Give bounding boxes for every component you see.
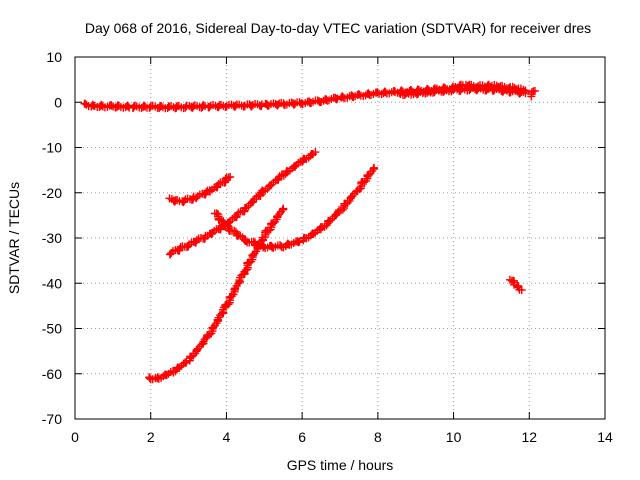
x-tick-label: 12 (521, 429, 537, 445)
data-series-2 (396, 84, 530, 100)
data-point (484, 84, 493, 93)
data-point (114, 101, 123, 110)
data-point (307, 99, 316, 108)
data-series-6 (210, 163, 379, 253)
data-series-7 (145, 204, 288, 384)
y-tick-label: 0 (54, 94, 62, 110)
data-point (183, 241, 192, 250)
data-point (364, 170, 373, 179)
y-tick-label: 10 (46, 49, 62, 65)
data-point (530, 86, 539, 95)
data-point (217, 215, 226, 224)
data-point (333, 94, 342, 103)
data-point (294, 238, 303, 247)
y-tick-label: -20 (42, 185, 62, 201)
data-point (130, 101, 139, 110)
data-point (517, 286, 526, 295)
data-point (269, 219, 278, 228)
data-series-1 (80, 80, 530, 113)
data-point (402, 88, 411, 97)
x-tick-label: 4 (223, 429, 231, 445)
y-tick-label: -70 (42, 411, 62, 427)
data-point (441, 85, 450, 94)
data-point (355, 90, 364, 99)
data-point (226, 172, 235, 181)
x-tick-label: 6 (298, 429, 306, 445)
x-tick-label: 10 (446, 429, 462, 445)
y-tick-label: -10 (42, 140, 62, 156)
data-point (338, 205, 347, 214)
data-point (182, 358, 191, 367)
data-series-4 (165, 172, 235, 207)
y-tick-label: -60 (42, 366, 62, 382)
data-point (521, 89, 530, 98)
data-point (332, 95, 341, 104)
data-point (167, 249, 176, 258)
data-series-3 (527, 86, 539, 101)
y-tick-label: -40 (42, 275, 62, 291)
data-point (205, 102, 214, 111)
data-point (206, 187, 215, 196)
data-point (192, 236, 201, 245)
grid (75, 57, 605, 419)
data-point (199, 101, 208, 110)
data-point (162, 371, 171, 380)
data-point (311, 148, 320, 157)
x-tick-label: 8 (374, 429, 382, 445)
x-tick-label: 14 (597, 429, 613, 445)
data-point (273, 211, 282, 220)
data-point (295, 237, 304, 246)
y-axis-ticks: 10 0 -10 -20 -30 -40 -50 -60 -70 (42, 49, 605, 427)
x-tick-label: 2 (147, 429, 155, 445)
x-axis-ticks: 0 2 4 6 8 10 12 14 (71, 57, 613, 445)
data-point (279, 204, 288, 213)
data-point (224, 300, 233, 309)
x-axis-title: GPS time / hours (287, 457, 394, 473)
data-point (349, 93, 358, 102)
y-tick-label: -30 (42, 230, 62, 246)
data-point (284, 167, 293, 176)
x-tick-label: 0 (71, 429, 79, 445)
data-point (257, 237, 266, 246)
y-axis-title: SDTVAR / TECUs (6, 182, 22, 294)
data-point (157, 102, 166, 111)
y-tick-label: -50 (42, 321, 62, 337)
chart-title: Day 068 of 2016, Sidereal Day-to-day VTE… (85, 20, 591, 36)
data-point (208, 228, 217, 237)
data-point (370, 163, 379, 172)
data-series-8 (505, 275, 526, 295)
data-point (209, 323, 218, 332)
data-points (80, 80, 539, 384)
data-point (214, 180, 223, 189)
